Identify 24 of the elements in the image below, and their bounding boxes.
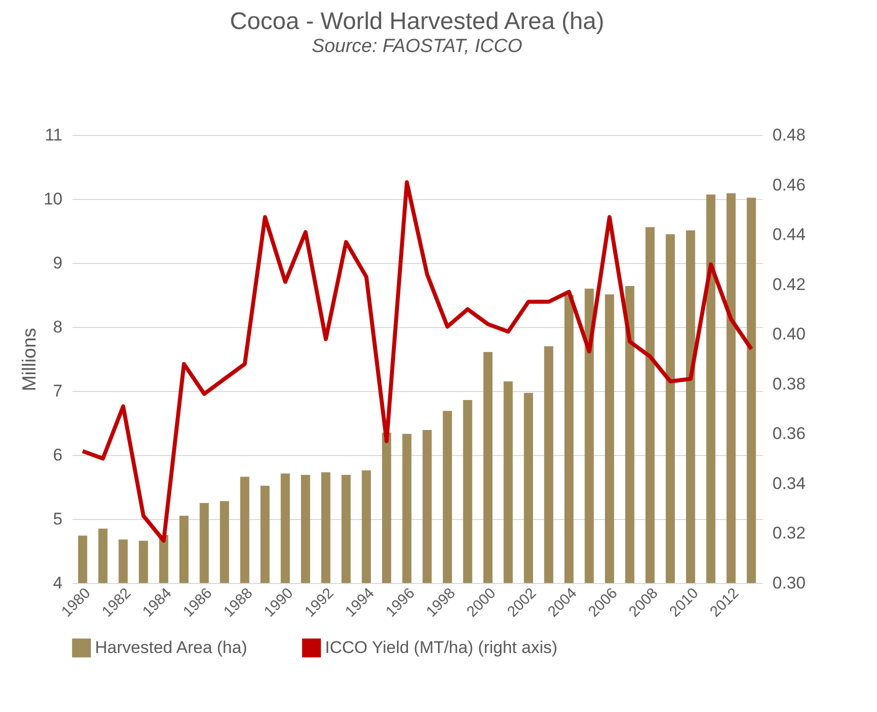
y2-tick-label: 0.34: [772, 474, 806, 493]
y-tick-label: 7: [53, 382, 62, 400]
y-tick-label: 8: [53, 318, 62, 336]
y2-tick-label: 0.40: [772, 324, 806, 344]
y2-tick-label: 0.30: [772, 574, 806, 592]
y-tick-label: 11: [44, 126, 62, 144]
y2-tick-label: 0.44: [772, 225, 806, 244]
legend-label: Harvested Area (ha): [95, 638, 248, 657]
y-tick-label: 10: [44, 190, 62, 208]
legend-label: ICCO Yield (MT/ha) (right axis): [325, 638, 558, 657]
y2-tick-label: 0.32: [772, 524, 806, 543]
y-tick-label: 4: [53, 574, 62, 592]
y2-tick-label: 0.38: [772, 374, 806, 394]
line-series: [80, 180, 754, 543]
y2-tick-label: 0.46: [772, 175, 806, 194]
y2-tick-label: 0.42: [772, 274, 806, 294]
chart-subtitle: Source: FAOSTAT, ICCO: [312, 36, 522, 57]
y-tick-label: 9: [53, 254, 62, 272]
chart-title: Cocoa - World Harvested Area (ha): [230, 8, 604, 35]
y2-tick-label: 0.36: [772, 424, 806, 444]
y2-tick-label: 0.48: [772, 126, 806, 144]
y-tick-label: 6: [53, 446, 62, 464]
y-tick-label: 5: [53, 510, 62, 528]
y-axis-title: Millions: [20, 328, 41, 392]
